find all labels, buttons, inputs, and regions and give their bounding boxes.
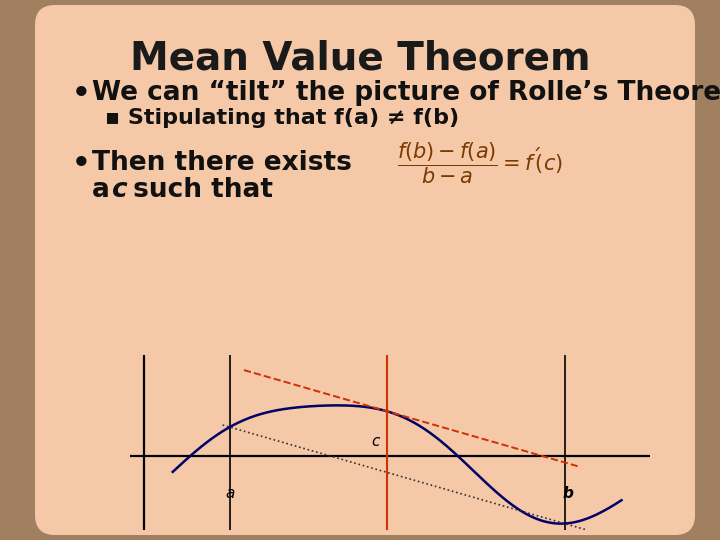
Text: •: • xyxy=(72,80,91,108)
Text: b: b xyxy=(562,486,574,501)
Text: c: c xyxy=(111,177,127,203)
Text: a: a xyxy=(225,486,235,501)
Text: Then there exists: Then there exists xyxy=(92,150,352,176)
Text: c: c xyxy=(372,434,380,449)
Text: ▪ Stipulating that f(a) ≠ f(b): ▪ Stipulating that f(a) ≠ f(b) xyxy=(105,108,459,128)
Text: We can “tilt” the picture of Rolle’s Theorem: We can “tilt” the picture of Rolle’s The… xyxy=(92,80,720,106)
Text: Mean Value Theorem: Mean Value Theorem xyxy=(130,40,590,78)
Text: •: • xyxy=(72,150,91,178)
Text: such that: such that xyxy=(124,177,273,203)
FancyBboxPatch shape xyxy=(35,5,695,535)
Text: a: a xyxy=(92,177,119,203)
Text: $\dfrac{f(b)-f(a)}{b-a} = f\,\'(c)$: $\dfrac{f(b)-f(a)}{b-a} = f\,\'(c)$ xyxy=(397,140,563,186)
